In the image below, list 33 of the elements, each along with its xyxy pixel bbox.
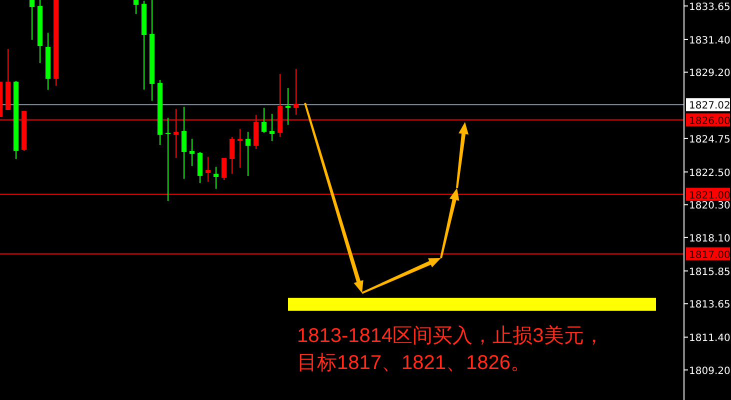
candlestick bbox=[206, 156, 210, 182]
candlestick bbox=[198, 151, 202, 184]
ref-line-label: 1826.00 bbox=[689, 116, 730, 127]
y-tick-label: 1831.40 bbox=[689, 35, 730, 46]
candlestick bbox=[214, 166, 218, 190]
ref-line-label: 1817.00 bbox=[689, 250, 730, 261]
candlestick bbox=[134, 0, 138, 14]
candlestick bbox=[190, 138, 194, 166]
y-tick-label: 1822.50 bbox=[689, 168, 730, 179]
candlestick bbox=[286, 87, 290, 126]
annotation: 目标1817、1821、1826。 bbox=[297, 352, 530, 374]
ref-line-label: 1821.00 bbox=[689, 190, 730, 202]
y-tick-label: 1820.30 bbox=[689, 200, 730, 212]
y-tick-label: 1818.10 bbox=[689, 233, 730, 244]
y-tick-label: 1813.65 bbox=[689, 300, 730, 311]
y-tick-label: 1815.85 bbox=[689, 266, 730, 278]
annotation: 1813-1814区间买入，止损3美元， bbox=[297, 324, 604, 347]
candlestick bbox=[262, 107, 266, 134]
candlestick bbox=[222, 157, 226, 180]
candlestick bbox=[238, 128, 242, 168]
y-tick-label: 1829.20 bbox=[689, 68, 730, 80]
y-tick-label: 1811.40 bbox=[689, 333, 730, 344]
y-tick-label: 1824.75 bbox=[689, 134, 730, 146]
y-tick-label: 1833.65 bbox=[689, 2, 730, 13]
candlestick bbox=[294, 68, 298, 116]
candlestick bbox=[182, 106, 186, 180]
y-tick-label: 1809.20 bbox=[689, 366, 730, 377]
candlestick bbox=[166, 117, 170, 202]
candlestick bbox=[246, 131, 250, 176]
candlestick bbox=[230, 136, 234, 174]
candlestick bbox=[270, 113, 274, 142]
candlestick bbox=[30, 0, 34, 40]
ref-line-label: 1827.02 bbox=[689, 100, 730, 112]
